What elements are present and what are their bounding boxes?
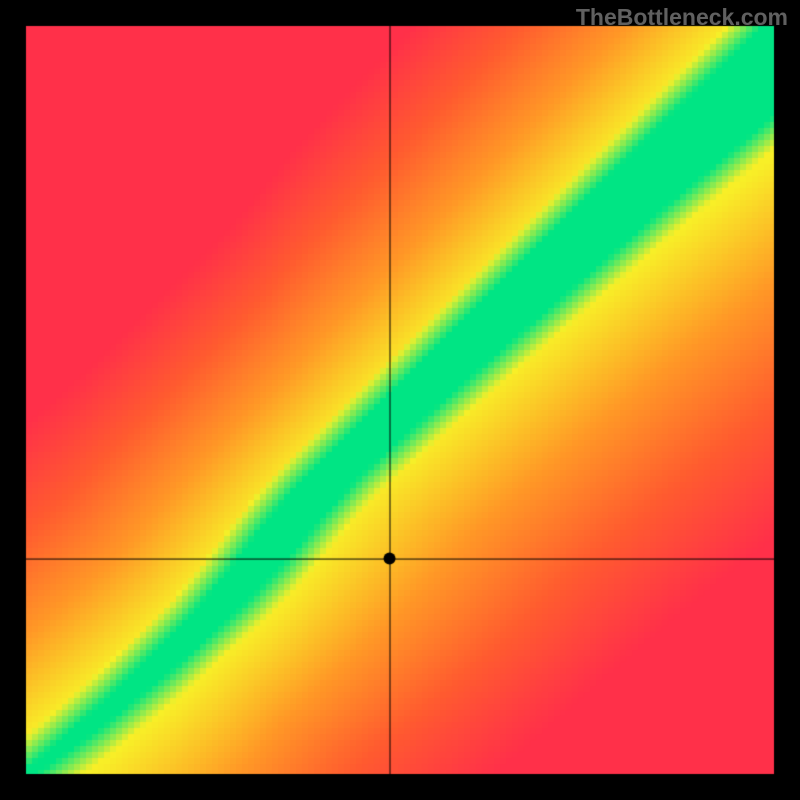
watermark-text: TheBottleneck.com bbox=[576, 4, 788, 31]
bottleneck-heatmap bbox=[0, 0, 800, 800]
